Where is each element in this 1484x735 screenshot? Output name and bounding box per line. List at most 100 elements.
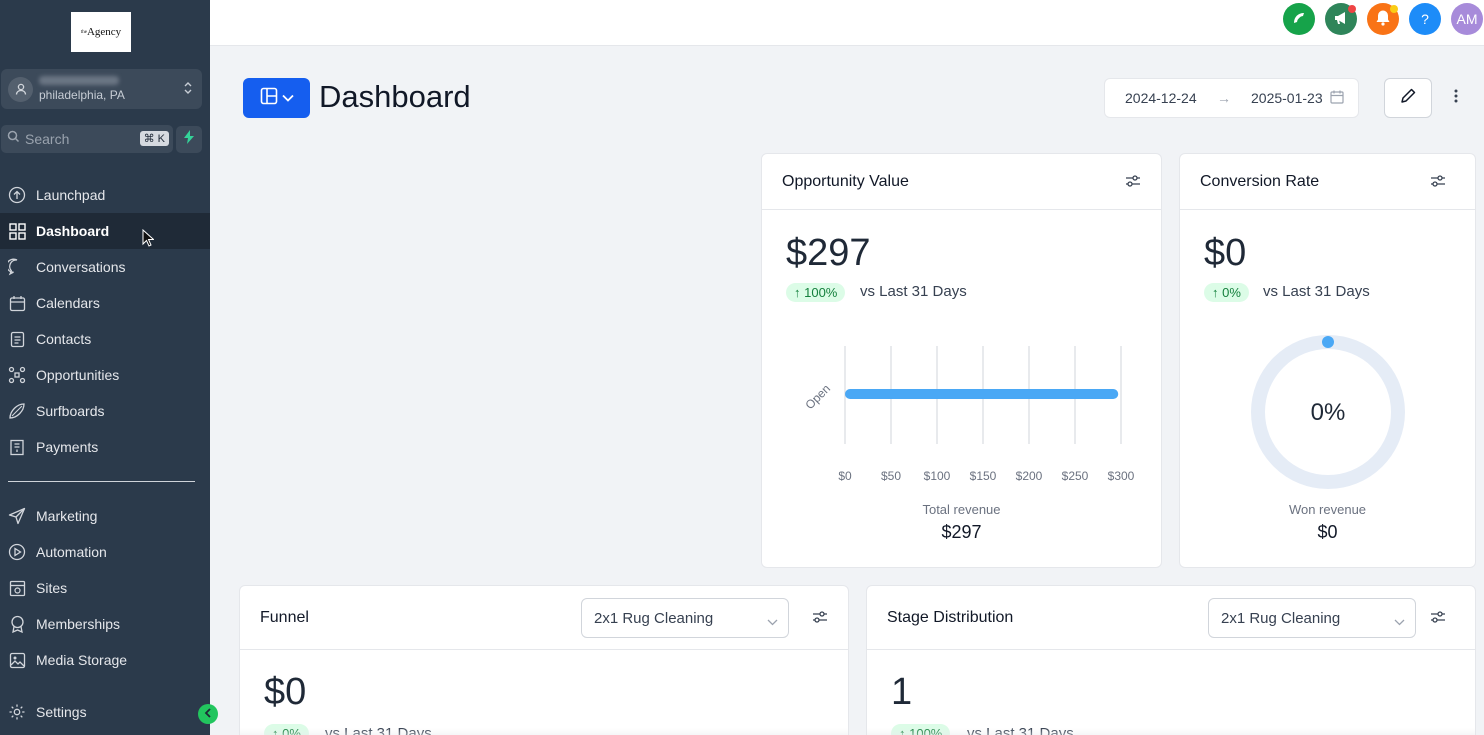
- logo-sup: the: [80, 29, 87, 35]
- sidebar-item-payments[interactable]: Payments: [0, 429, 210, 465]
- sidebar-item-contacts[interactable]: Contacts: [0, 321, 210, 357]
- search-input[interactable]: Search ⌘ K: [1, 125, 173, 153]
- filter-settings-icon[interactable]: [1430, 174, 1446, 193]
- dashboard-icon: [8, 222, 26, 240]
- announcements-button[interactable]: [1325, 3, 1357, 35]
- sidebar-item-launchpad[interactable]: Launchpad: [0, 177, 210, 213]
- sidebar-item-settings[interactable]: Settings: [0, 694, 210, 730]
- contacts-icon: [8, 330, 26, 348]
- scroll-fade: [867, 728, 1475, 735]
- stage-value: 1: [891, 671, 913, 713]
- card-header: Conversion Rate: [1180, 154, 1475, 210]
- change-badge: ↑ 100%: [786, 283, 846, 302]
- more-options-button[interactable]: [1446, 86, 1466, 110]
- opportunity-value: $297: [786, 232, 871, 274]
- sites-icon: [8, 579, 26, 597]
- chart-x-tick-label: $300: [1108, 469, 1135, 483]
- sidebar-item-label: Media Storage: [36, 652, 128, 668]
- account-location: philadelphia, PA: [39, 88, 125, 102]
- pipeline-select-value: 2x1 Rug Cleaning: [594, 610, 714, 627]
- collapse-sidebar-button[interactable]: [198, 704, 218, 724]
- sidebar-item-label: Settings: [36, 704, 87, 720]
- chevron-down-icon: [767, 613, 778, 630]
- phone-button[interactable]: [1283, 3, 1315, 35]
- chart-x-tick-label: $100: [924, 469, 951, 483]
- sidebar-item-automation[interactable]: Automation: [0, 534, 210, 570]
- chevron-down-icon: [1394, 613, 1405, 630]
- sidebar-item-media-storage[interactable]: Media Storage: [0, 642, 210, 678]
- won-revenue-label: Won revenue: [1288, 502, 1367, 517]
- sidebar-item-label: Launchpad: [36, 187, 106, 203]
- layout-switcher-button[interactable]: [243, 78, 310, 118]
- help-button[interactable]: ?: [1409, 3, 1441, 35]
- notification-dot: [1348, 5, 1356, 13]
- user-avatar[interactable]: AM: [1451, 3, 1483, 35]
- launchpad-icon: [8, 186, 26, 204]
- opportunity-bar-chart: $0 $50 $100 $150 $200 $250 $300 Open: [802, 346, 1135, 483]
- filter-settings-icon[interactable]: [812, 610, 828, 629]
- sidebar-divider: [8, 481, 195, 482]
- sidebar-item-dashboard[interactable]: Dashboard: [0, 213, 210, 249]
- sidebar-item-opportunities[interactable]: Opportunities: [0, 357, 210, 393]
- sidebar-item-label: Calendars: [36, 295, 100, 311]
- search-shortcut: ⌘ K: [139, 131, 169, 146]
- search-icon: [7, 130, 20, 148]
- card-title: Stage Distribution: [887, 608, 1014, 626]
- sidebar-item-surfboards[interactable]: Surfboards: [0, 393, 210, 429]
- opportunities-icon: [8, 366, 26, 384]
- megaphone-icon: [1333, 11, 1349, 28]
- sidebar-item-label: Memberships: [36, 616, 121, 632]
- calendar-icon: [8, 294, 26, 312]
- sidebar-item-label: Payments: [36, 439, 99, 455]
- sidebar-item-memberships[interactable]: Memberships: [0, 606, 210, 642]
- won-revenue-value: $0: [1317, 522, 1338, 542]
- sidebar-item-label: Automation: [36, 544, 107, 560]
- top-bar: ? AM: [210, 0, 1484, 46]
- bolt-icon: [183, 130, 195, 149]
- pipeline-select[interactable]: 2x1 Rug Cleaning: [581, 598, 789, 638]
- conversion-value: $0: [1204, 232, 1247, 274]
- location-icon: [8, 76, 33, 102]
- chart-x-tick-label: $0: [838, 469, 852, 483]
- sidebar-item-label: Surfboards: [36, 403, 105, 419]
- filter-settings-icon[interactable]: [1430, 610, 1446, 629]
- sidebar-item-label: Sites: [36, 580, 68, 596]
- agency-logo[interactable]: the Agency: [71, 12, 131, 52]
- account-name-blurred: [39, 76, 119, 85]
- pipeline-select-value: 2x1 Rug Cleaning: [1221, 610, 1341, 627]
- bell-icon: [1375, 9, 1391, 29]
- help-icon: ?: [1421, 11, 1429, 27]
- conversion-rate-card: Conversion Rate $0 ↑ 0% vs Last 31 Days …: [1179, 153, 1476, 568]
- edit-dashboard-button[interactable]: [1384, 78, 1432, 118]
- comparison-text: vs Last 31 Days: [860, 283, 967, 300]
- date-range-picker[interactable]: 2024-12-24 → 2025-01-23: [1104, 78, 1359, 118]
- sidebar-item-label: Marketing: [36, 508, 98, 524]
- account-switcher[interactable]: philadelphia, PA: [1, 69, 202, 109]
- card-title: Opportunity Value: [782, 172, 909, 190]
- funnel-value: $0: [264, 671, 307, 713]
- calendar-icon: [1330, 90, 1344, 107]
- chart-x-tick-label: $150: [970, 469, 997, 483]
- pencil-icon: [1400, 88, 1416, 109]
- sidebar-item-label: Conversations: [36, 259, 126, 275]
- sidebar-item-calendars[interactable]: Calendars: [0, 285, 210, 321]
- chart-bar: [845, 389, 1119, 399]
- conversion-donut: 0%: [1251, 335, 1405, 489]
- sidebar-item-marketing[interactable]: Marketing: [0, 498, 210, 534]
- automation-icon: [8, 543, 26, 561]
- funnel-card: Funnel 2x1 Rug Cleaning $0 ↑ 0% vs Last …: [239, 585, 849, 735]
- payments-icon: [8, 438, 26, 456]
- chat-icon: [8, 258, 26, 276]
- filter-settings-icon[interactable]: [1125, 174, 1141, 193]
- stage-distribution-card: Stage Distribution 2x1 Rug Cleaning 1 ↑ …: [866, 585, 1476, 735]
- layout-icon: [260, 87, 278, 110]
- sidebar-item-conversations[interactable]: Conversations: [0, 249, 210, 285]
- date-start: 2024-12-24: [1125, 90, 1197, 106]
- chart-x-tick-label: $50: [881, 469, 901, 483]
- sidebar-item-sites[interactable]: Sites: [0, 570, 210, 606]
- mouse-cursor-icon: [142, 228, 155, 250]
- quick-action-button[interactable]: [176, 126, 202, 153]
- comparison-text: vs Last 31 Days: [1263, 283, 1370, 300]
- notifications-button[interactable]: [1367, 3, 1399, 35]
- pipeline-select[interactable]: 2x1 Rug Cleaning: [1208, 598, 1416, 638]
